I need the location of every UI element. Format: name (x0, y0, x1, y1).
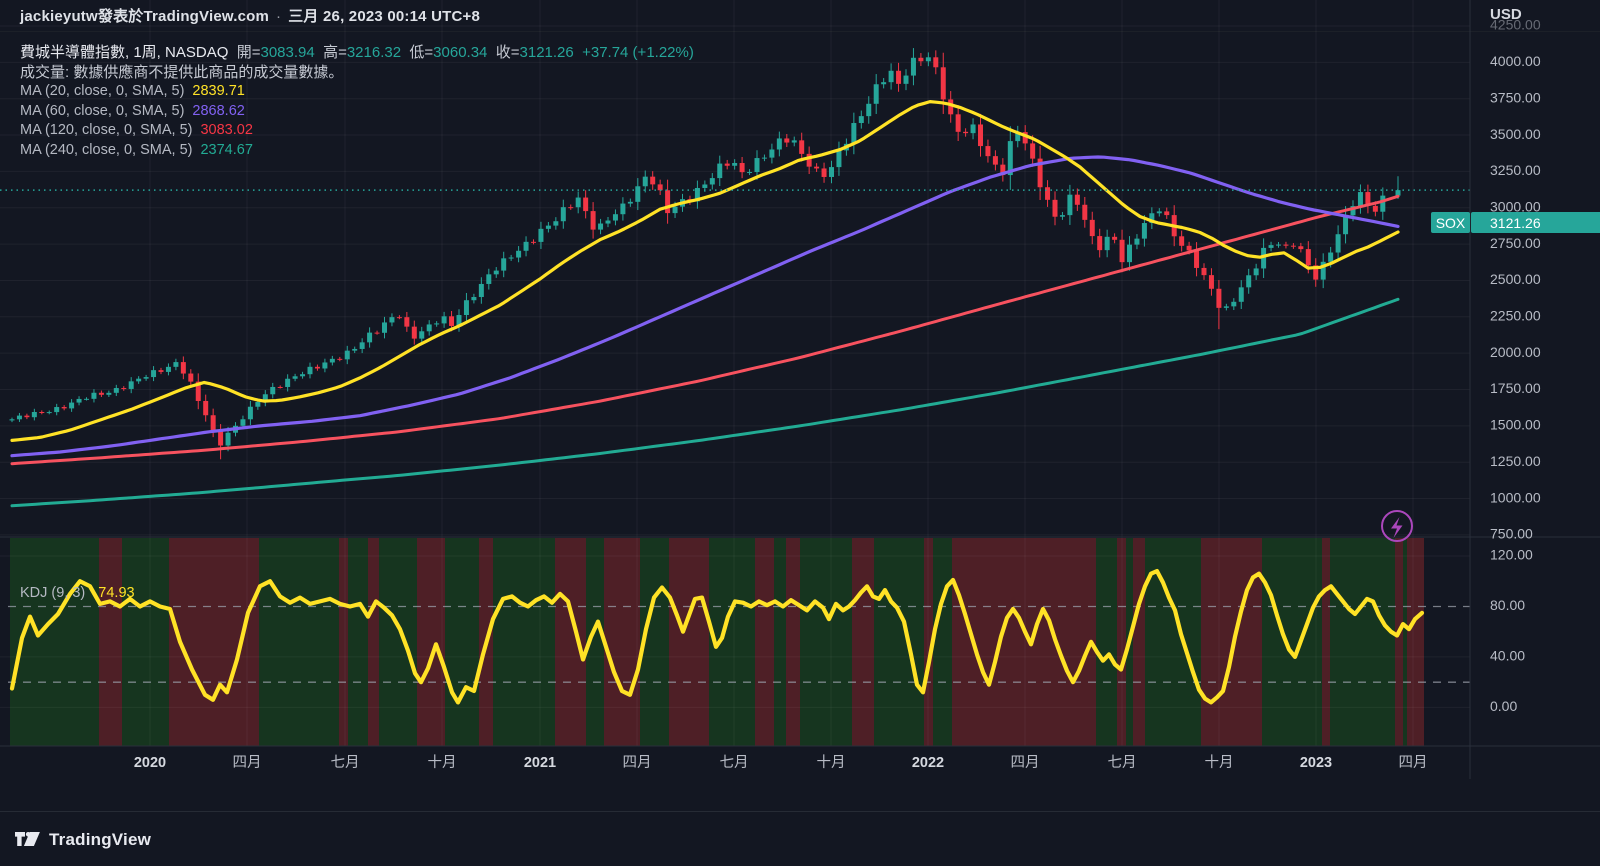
time-label: 四月 (1011, 755, 1040, 771)
gridlines (0, 0, 1470, 746)
svg-text:3000.00: 3000.00 (1490, 198, 1541, 214)
close-label: 收= (495, 44, 520, 61)
ma240-label: MA (240, close, 0, SMA, 5) (20, 141, 193, 158)
symbol-price-flag: SOX (1431, 212, 1470, 233)
last-price-badge: 3121.26 (1471, 212, 1600, 233)
tradingview-logo[interactable]: TradingView (15, 830, 151, 850)
time-label: 十月 (817, 754, 846, 771)
time-label: 七月 (1108, 754, 1137, 771)
time-label: 七月 (331, 754, 360, 771)
svg-text:2250.00: 2250.00 (1490, 308, 1541, 324)
svg-text:3500.00: 3500.00 (1490, 126, 1541, 142)
symbol-ohlc-row: 費城半導體指數, 1周, NASDAQ 開=3083.94 高=3216.32 … (20, 43, 694, 63)
svg-text:USD: USD (1490, 6, 1522, 23)
time-label: 2021 (524, 755, 556, 771)
tradingview-logo-icon (15, 832, 40, 846)
ma60-value: 2868.62 (192, 102, 245, 119)
change-value: +37.74 (+1.22%) (582, 44, 694, 61)
time-label: 十月 (428, 754, 457, 771)
svg-text:750.00: 750.00 (1490, 526, 1533, 542)
volume-notice: 成交量: 數據供應商不提供此商品的成交量數據。 (20, 63, 344, 81)
svg-text:0.00: 0.00 (1490, 698, 1517, 714)
time-label: 四月 (1399, 755, 1428, 771)
ma120-line (10, 194, 1400, 466)
time-label: 2020 (134, 755, 166, 771)
ma120-label: MA (120, close, 0, SMA, 5) (20, 122, 193, 139)
svg-text:3250.00: 3250.00 (1490, 162, 1541, 178)
svg-text:2000.00: 2000.00 (1490, 344, 1541, 360)
boost-button[interactable] (1381, 510, 1413, 542)
ma60-line (10, 155, 1400, 458)
time-label: 2022 (912, 755, 944, 771)
svg-text:3750.00: 3750.00 (1490, 89, 1541, 105)
svg-text:1250.00: 1250.00 (1490, 453, 1541, 469)
ma60-row[interactable]: MA (60, close, 0, SMA, 5) 2868.62 (20, 102, 694, 122)
separators (0, 0, 1600, 779)
kdj-j-line (9, 569, 1425, 705)
ma240-row[interactable]: MA (240, close, 0, SMA, 5) 2374.67 (20, 141, 694, 161)
ma20-value: 2839.71 (192, 83, 245, 99)
svg-text:4000.00: 4000.00 (1490, 53, 1541, 69)
byline-separator: · (276, 8, 282, 25)
last-price-text: 3121.26 (1490, 214, 1541, 231)
ma120-row[interactable]: MA (120, close, 0, SMA, 5) 3083.02 (20, 121, 694, 141)
byline-author: jackieyutw發表於TradingView.com (20, 8, 270, 25)
time-label: 2023 (1300, 755, 1332, 771)
byline-timestamp: 三月 26, 2023 00:14 UTC+8 (288, 8, 481, 25)
tradingview-brand-text: TradingView (49, 829, 152, 849)
candles (9, 48, 1401, 460)
kdj-value: 74.93 (98, 585, 135, 601)
svg-text:4250.00: 4250.00 (1490, 17, 1541, 33)
open-label: 開= (236, 44, 261, 61)
time-label: 七月 (720, 754, 749, 771)
ma20-label: MA (20, close, 0, SMA, 5) (20, 83, 185, 99)
svg-text:2500.00: 2500.00 (1490, 271, 1541, 287)
svg-text:1000.00: 1000.00 (1490, 489, 1541, 505)
high-value: 3216.32 (346, 44, 402, 61)
byline-bar: jackieyutw發表於TradingView.com · 三月 26, 2023… (0, 0, 1600, 32)
svg-text:1500.00: 1500.00 (1490, 417, 1541, 433)
symbol-flag-text: SOX (1435, 214, 1466, 231)
ma120-value: 3083.02 (200, 122, 253, 139)
open-value: 3083.94 (260, 44, 315, 61)
ma60-label: MA (60, close, 0, SMA, 5) (20, 102, 185, 119)
footer-bar: TradingView (0, 811, 1600, 866)
ma240-line (10, 297, 1400, 508)
time-label: 四月 (623, 755, 652, 771)
svg-text:80.00: 80.00 (1490, 597, 1525, 613)
low-label: 低= (409, 44, 434, 61)
kdj-label: KDJ (9, 3) (20, 585, 86, 601)
high-label: 高= (323, 44, 347, 61)
symbol-title: 費城半導體指數, 1周, NASDAQ (20, 44, 229, 61)
ma20-line (10, 100, 1400, 442)
time-axis[interactable]: 2020 四月 七月 十月 2021 四月 七月 十月 2022 四月 七月 十月 2023 四月 (134, 754, 1428, 771)
byline-text: jackieyutw發表於TradingView.com · 三月 26, 2023… (20, 5, 480, 26)
chart-legend[interactable]: 費城半導體指數, 1周, NASDAQ 開=3083.94 高=3216.32 … (20, 43, 694, 160)
ma20-row[interactable]: MA (20, close, 0, SMA, 5) 2839.71 (20, 82, 694, 102)
svg-text:2750.00: 2750.00 (1490, 235, 1541, 251)
kdj-legend[interactable]: KDJ (9, 3) 74.93 (20, 585, 135, 601)
svg-text:1750.00: 1750.00 (1490, 380, 1541, 396)
kdj-stripes (10, 538, 1424, 746)
ma240-value: 2374.67 (200, 141, 253, 158)
low-value: 3060.34 (433, 44, 488, 61)
svg-text:40.00: 40.00 (1490, 648, 1525, 664)
svg-text:120.00: 120.00 (1490, 547, 1533, 563)
time-label: 四月 (233, 755, 262, 771)
close-value: 3121.26 (519, 44, 574, 61)
time-label: 十月 (1205, 754, 1234, 771)
